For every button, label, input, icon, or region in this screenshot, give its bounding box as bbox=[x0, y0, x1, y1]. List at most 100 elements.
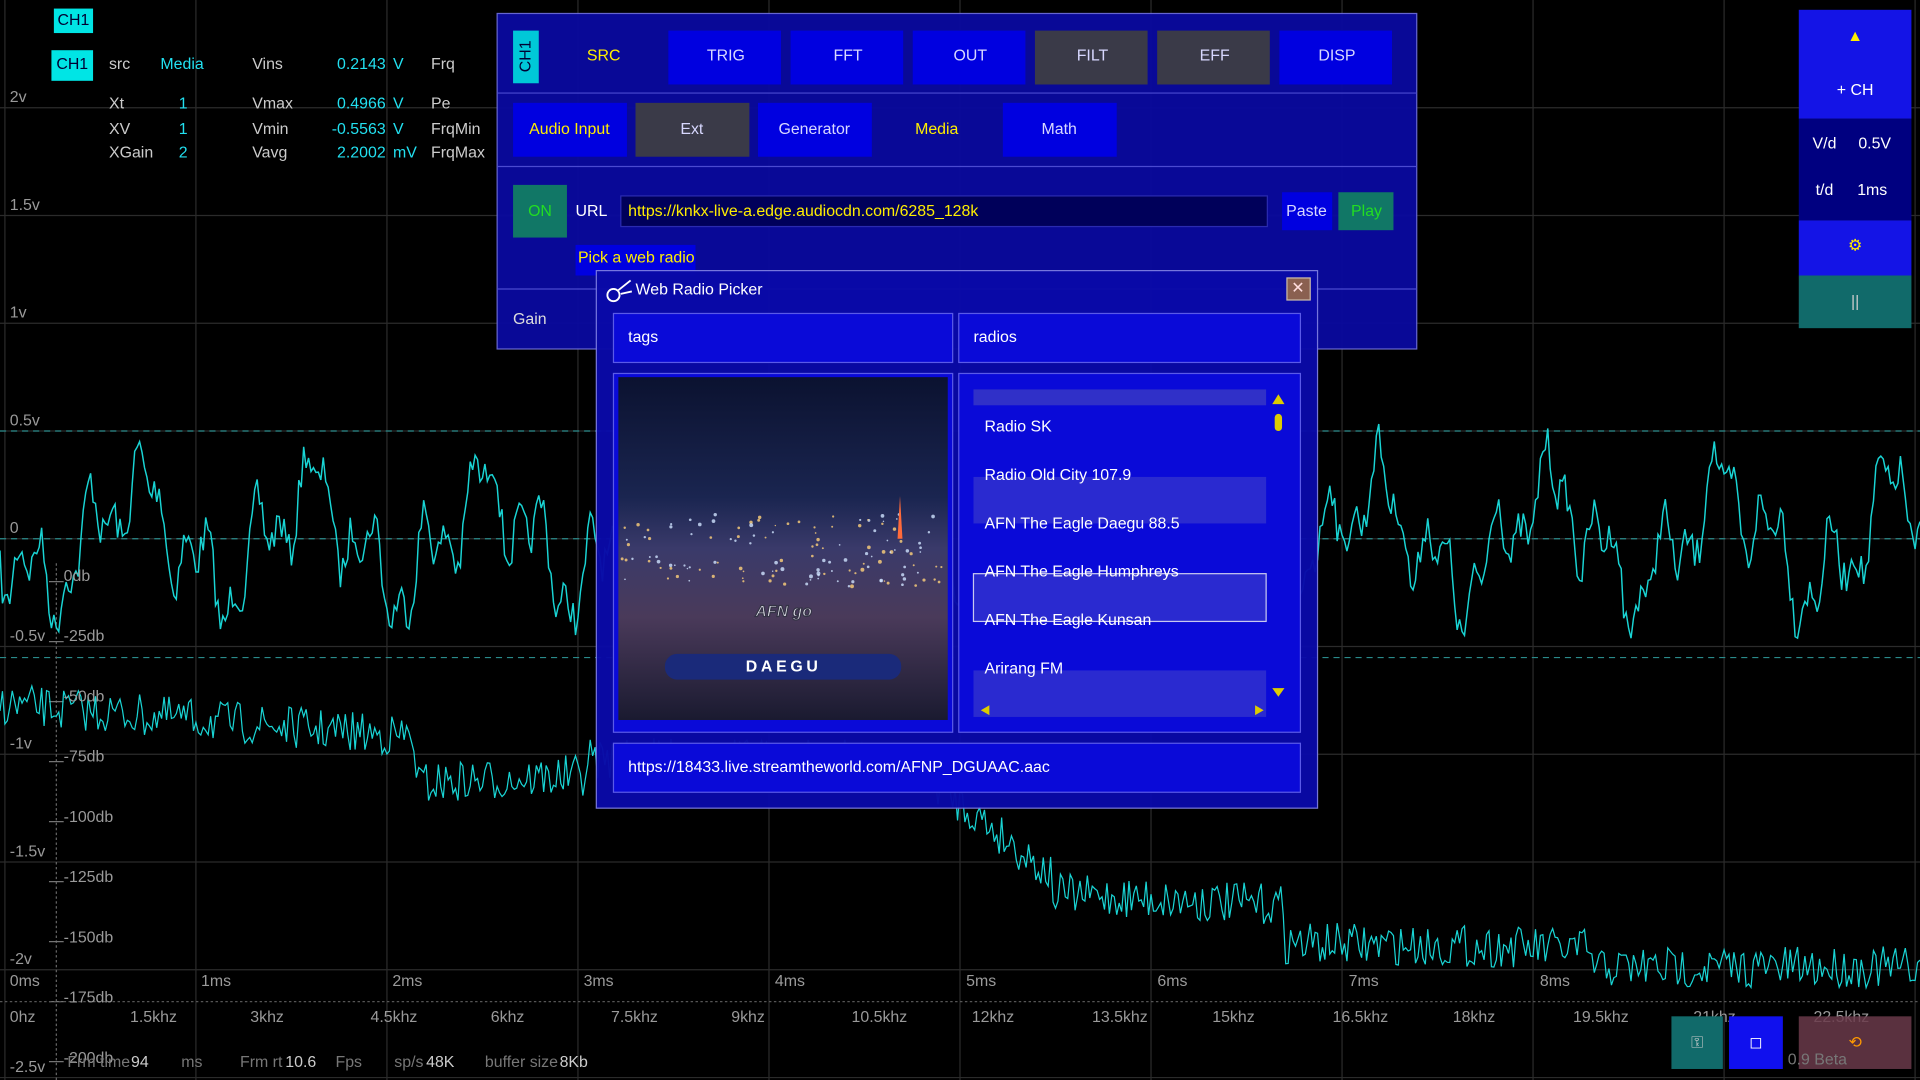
tags-label: tags bbox=[628, 329, 658, 346]
city-light bbox=[620, 557, 624, 561]
station-logo: AFN go bbox=[754, 603, 812, 620]
volt-label: -2v bbox=[10, 951, 32, 968]
city-light bbox=[859, 518, 862, 522]
radios-box[interactable] bbox=[958, 312, 1302, 364]
city-light bbox=[822, 558, 826, 563]
city-light bbox=[933, 578, 936, 581]
menu-tab-label: FILT bbox=[1077, 48, 1109, 65]
time-label: 6ms bbox=[1157, 973, 1187, 990]
city-light bbox=[624, 578, 626, 581]
play-button[interactable] bbox=[1338, 192, 1394, 231]
status-item: Frm rt bbox=[240, 1054, 283, 1071]
window-button[interactable] bbox=[1728, 1016, 1783, 1069]
source-label: Generator bbox=[778, 121, 850, 138]
city-light bbox=[881, 550, 886, 554]
volt-label: -2.5v bbox=[10, 1059, 45, 1076]
station-row-selected[interactable] bbox=[972, 573, 1267, 623]
menu-tab[interactable] bbox=[668, 30, 781, 85]
db-label: -100db bbox=[64, 809, 114, 826]
city-light bbox=[656, 559, 661, 564]
city-light bbox=[741, 577, 744, 580]
side-settings-button[interactable] bbox=[1798, 220, 1912, 276]
city-light bbox=[764, 536, 767, 539]
menu-tab-label: FFT bbox=[834, 48, 863, 65]
stream-url-box bbox=[612, 742, 1302, 793]
power-label: ON bbox=[528, 203, 552, 220]
city-light bbox=[668, 563, 673, 568]
measurement: V bbox=[393, 95, 404, 112]
city-light bbox=[761, 571, 765, 576]
city-light bbox=[857, 523, 862, 528]
side-label: V/d bbox=[1813, 136, 1837, 153]
city-light bbox=[862, 562, 865, 565]
list-row bbox=[973, 389, 1267, 406]
city-light bbox=[670, 522, 673, 526]
menu-tab[interactable] bbox=[1279, 30, 1392, 85]
city-light bbox=[775, 569, 778, 573]
city-light bbox=[828, 560, 832, 564]
city-light bbox=[879, 578, 884, 583]
city-light bbox=[713, 512, 717, 517]
city-light bbox=[669, 566, 673, 570]
freq-label: 0hz bbox=[10, 1009, 36, 1026]
scroll-thumb[interactable] bbox=[1274, 413, 1283, 432]
menu-tab[interactable] bbox=[912, 30, 1026, 85]
paste-button[interactable] bbox=[1282, 192, 1333, 231]
key-button[interactable] bbox=[1671, 1016, 1723, 1069]
tags-box[interactable] bbox=[612, 312, 954, 364]
source-button[interactable] bbox=[1002, 102, 1117, 157]
menu-tab[interactable] bbox=[1034, 30, 1148, 85]
db-label: -175db bbox=[64, 990, 114, 1007]
volt-label: 2v bbox=[10, 89, 27, 106]
measurement: 1 bbox=[179, 121, 188, 138]
city-light bbox=[698, 568, 701, 571]
city-light bbox=[809, 574, 813, 579]
close-button[interactable] bbox=[1286, 277, 1311, 301]
city-light bbox=[709, 536, 713, 539]
source-button[interactable] bbox=[757, 102, 872, 157]
menu-tab[interactable] bbox=[790, 30, 904, 85]
url-input[interactable] bbox=[620, 195, 1268, 228]
city-light bbox=[805, 582, 809, 586]
power-button[interactable] bbox=[513, 184, 567, 238]
side-add-channel: + CH bbox=[1837, 82, 1874, 99]
city-light bbox=[894, 549, 896, 551]
city-light bbox=[838, 544, 841, 546]
freq-label: 1.5khz bbox=[130, 1009, 177, 1026]
station-row[interactable] bbox=[973, 670, 1267, 717]
reset-button[interactable] bbox=[1798, 1016, 1912, 1069]
city-light bbox=[877, 559, 882, 564]
measurement: Vmin bbox=[252, 121, 288, 138]
measurement: Vavg bbox=[252, 144, 287, 161]
pick-radio-label: Pick a web radio bbox=[578, 250, 695, 267]
freq-label: 18khz bbox=[1453, 1009, 1495, 1026]
station-name: AFN The Eagle Daegu 88.5 bbox=[984, 515, 1179, 532]
city-light bbox=[821, 547, 824, 550]
source-button[interactable] bbox=[635, 102, 750, 157]
station-row[interactable] bbox=[973, 476, 1267, 524]
city-light bbox=[916, 571, 919, 574]
channel-tab bbox=[513, 30, 539, 84]
freq-label: 16.5khz bbox=[1332, 1009, 1388, 1026]
city-light bbox=[901, 583, 904, 587]
station-name: Arirang FM bbox=[984, 660, 1063, 677]
side-pause-button[interactable] bbox=[1798, 275, 1912, 329]
city-light bbox=[736, 535, 740, 539]
status-item: 10.6 bbox=[285, 1054, 316, 1071]
source-button[interactable] bbox=[513, 102, 627, 157]
side-up-button[interactable] bbox=[1798, 9, 1912, 119]
measurement: 1 bbox=[179, 95, 188, 112]
menu-tab[interactable] bbox=[1157, 30, 1270, 85]
city-light bbox=[816, 537, 820, 542]
freq-label: 10.5khz bbox=[852, 1009, 908, 1026]
city-light bbox=[866, 565, 870, 569]
side-value: 0.5V bbox=[1858, 136, 1891, 153]
freq-label: 13.5khz bbox=[1092, 1009, 1148, 1026]
city-light bbox=[919, 546, 922, 550]
city-light bbox=[742, 580, 745, 583]
city-light bbox=[912, 564, 915, 567]
city-light bbox=[815, 543, 819, 547]
freq-label: 3khz bbox=[250, 1009, 284, 1026]
city-light bbox=[749, 520, 753, 525]
